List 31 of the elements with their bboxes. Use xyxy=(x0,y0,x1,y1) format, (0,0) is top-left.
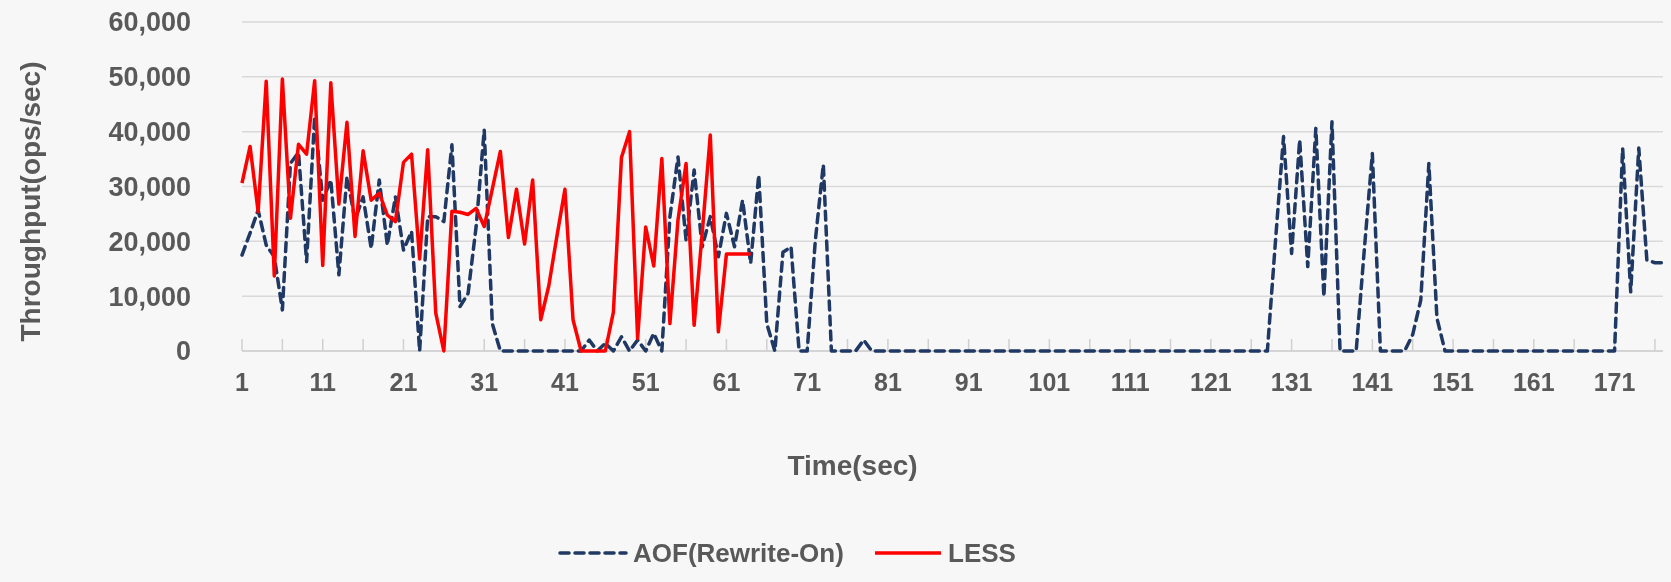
legend-label: LESS xyxy=(948,538,1016,568)
x-tick-label: 81 xyxy=(874,368,902,396)
y-tick-label: 20,000 xyxy=(108,226,191,257)
x-tick-label: 111 xyxy=(1110,368,1150,396)
x-tick-label: 31 xyxy=(470,368,499,396)
y-tick-label: 10,000 xyxy=(108,281,191,312)
y-tick-label: 40,000 xyxy=(108,117,191,148)
x-tick-label: 141 xyxy=(1351,368,1394,396)
x-tick-label: 61 xyxy=(712,368,741,396)
x-tick-label: 71 xyxy=(793,368,822,396)
x-tick-label: 51 xyxy=(631,368,660,396)
x-tick-label: 171 xyxy=(1593,368,1636,396)
x-tick-label: 91 xyxy=(954,368,983,396)
x-tick-label: 131 xyxy=(1270,368,1313,396)
y-tick-label: 60,000 xyxy=(108,7,191,38)
y-tick-label: 50,000 xyxy=(108,62,191,93)
x-axis-title: Time(sec) xyxy=(787,450,918,481)
y-tick-label: 0 xyxy=(175,336,191,367)
x-tick-label: 151 xyxy=(1432,368,1475,396)
line-series xyxy=(240,115,1665,353)
y-tick-label: 30,000 xyxy=(108,171,191,202)
x-tick-label: 11 xyxy=(309,368,337,396)
y-axis-title: Throughput(ops/sec) xyxy=(15,61,46,342)
x-tick-label: 161 xyxy=(1512,368,1555,396)
x-tick-label: 41 xyxy=(551,368,579,396)
legend-label: AOF(Rewrite-On) xyxy=(633,538,844,568)
x-tick-label: 21 xyxy=(389,368,418,396)
line-series xyxy=(240,77,753,353)
x-tick-label: 1 xyxy=(235,368,250,396)
x-tick-label: 121 xyxy=(1190,368,1232,396)
x-tick-label: 101 xyxy=(1028,368,1071,396)
